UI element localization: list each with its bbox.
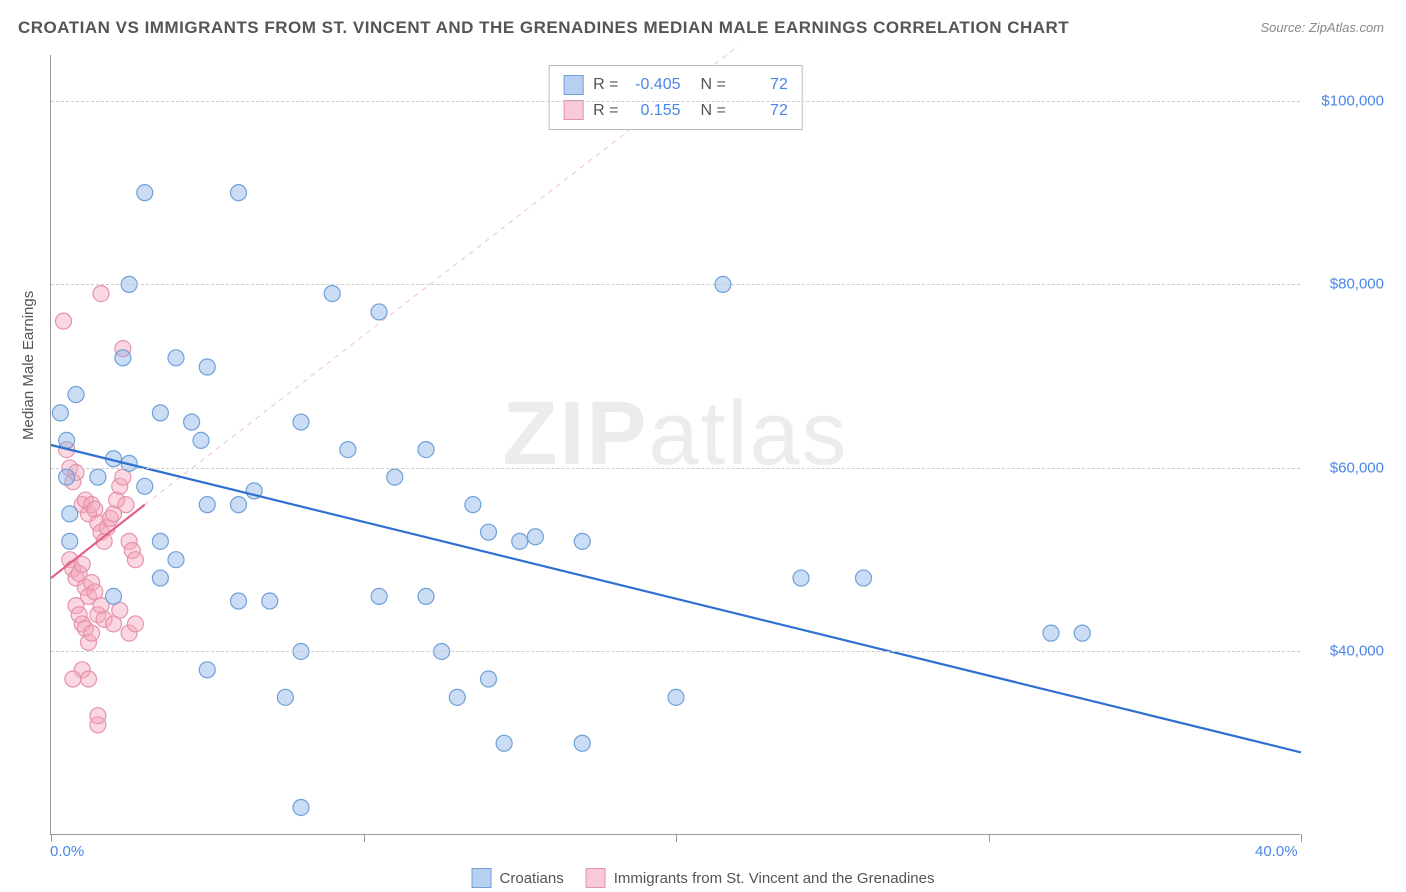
xtick xyxy=(364,834,365,842)
n-value-croatians: 72 xyxy=(736,72,788,98)
xtick xyxy=(1301,834,1302,842)
ytick-label: $40,000 xyxy=(1330,643,1384,660)
legend-label-croatians: Croatians xyxy=(500,870,564,887)
ytick-label: $100,000 xyxy=(1321,92,1384,109)
xtick xyxy=(989,834,990,842)
n-prefix: N = xyxy=(701,72,726,98)
gridline-h xyxy=(51,468,1300,469)
ytick-label: $60,000 xyxy=(1330,459,1384,476)
swatch-icon xyxy=(586,868,606,888)
source-label: Source: ZipAtlas.com xyxy=(1260,20,1384,35)
legend-label-svg: Immigrants from St. Vincent and the Gren… xyxy=(614,870,935,887)
y-axis-label: Median Male Earnings xyxy=(20,291,37,440)
r-value-croatians: -0.405 xyxy=(629,72,681,98)
ytick-label: $80,000 xyxy=(1330,276,1384,293)
series-legend: Croatians Immigrants from St. Vincent an… xyxy=(472,868,935,888)
stats-row-croatians: R = -0.405 N = 72 xyxy=(563,72,788,98)
swatch-svg xyxy=(563,100,583,120)
stats-legend: R = -0.405 N = 72 R = 0.155 N = 72 xyxy=(548,65,803,130)
chart-svg xyxy=(51,55,1300,834)
xtick xyxy=(676,834,677,842)
plot-area: ZIPatlas R = -0.405 N = 72 R = 0.155 N =… xyxy=(50,55,1300,835)
chart-title: CROATIAN VS IMMIGRANTS FROM ST. VINCENT … xyxy=(18,18,1069,38)
swatch-croatians xyxy=(563,75,583,95)
xtick xyxy=(51,834,52,842)
gridline-h xyxy=(51,651,1300,652)
legend-item-croatians: Croatians xyxy=(472,868,564,888)
gridline-h xyxy=(51,101,1300,102)
xtick-label: 40.0% xyxy=(1255,843,1298,860)
r-prefix: R = xyxy=(593,72,618,98)
gridline-h xyxy=(51,284,1300,285)
legend-item-svg: Immigrants from St. Vincent and the Gren… xyxy=(586,868,935,888)
xtick-label: 0.0% xyxy=(50,843,84,860)
swatch-icon xyxy=(472,868,492,888)
